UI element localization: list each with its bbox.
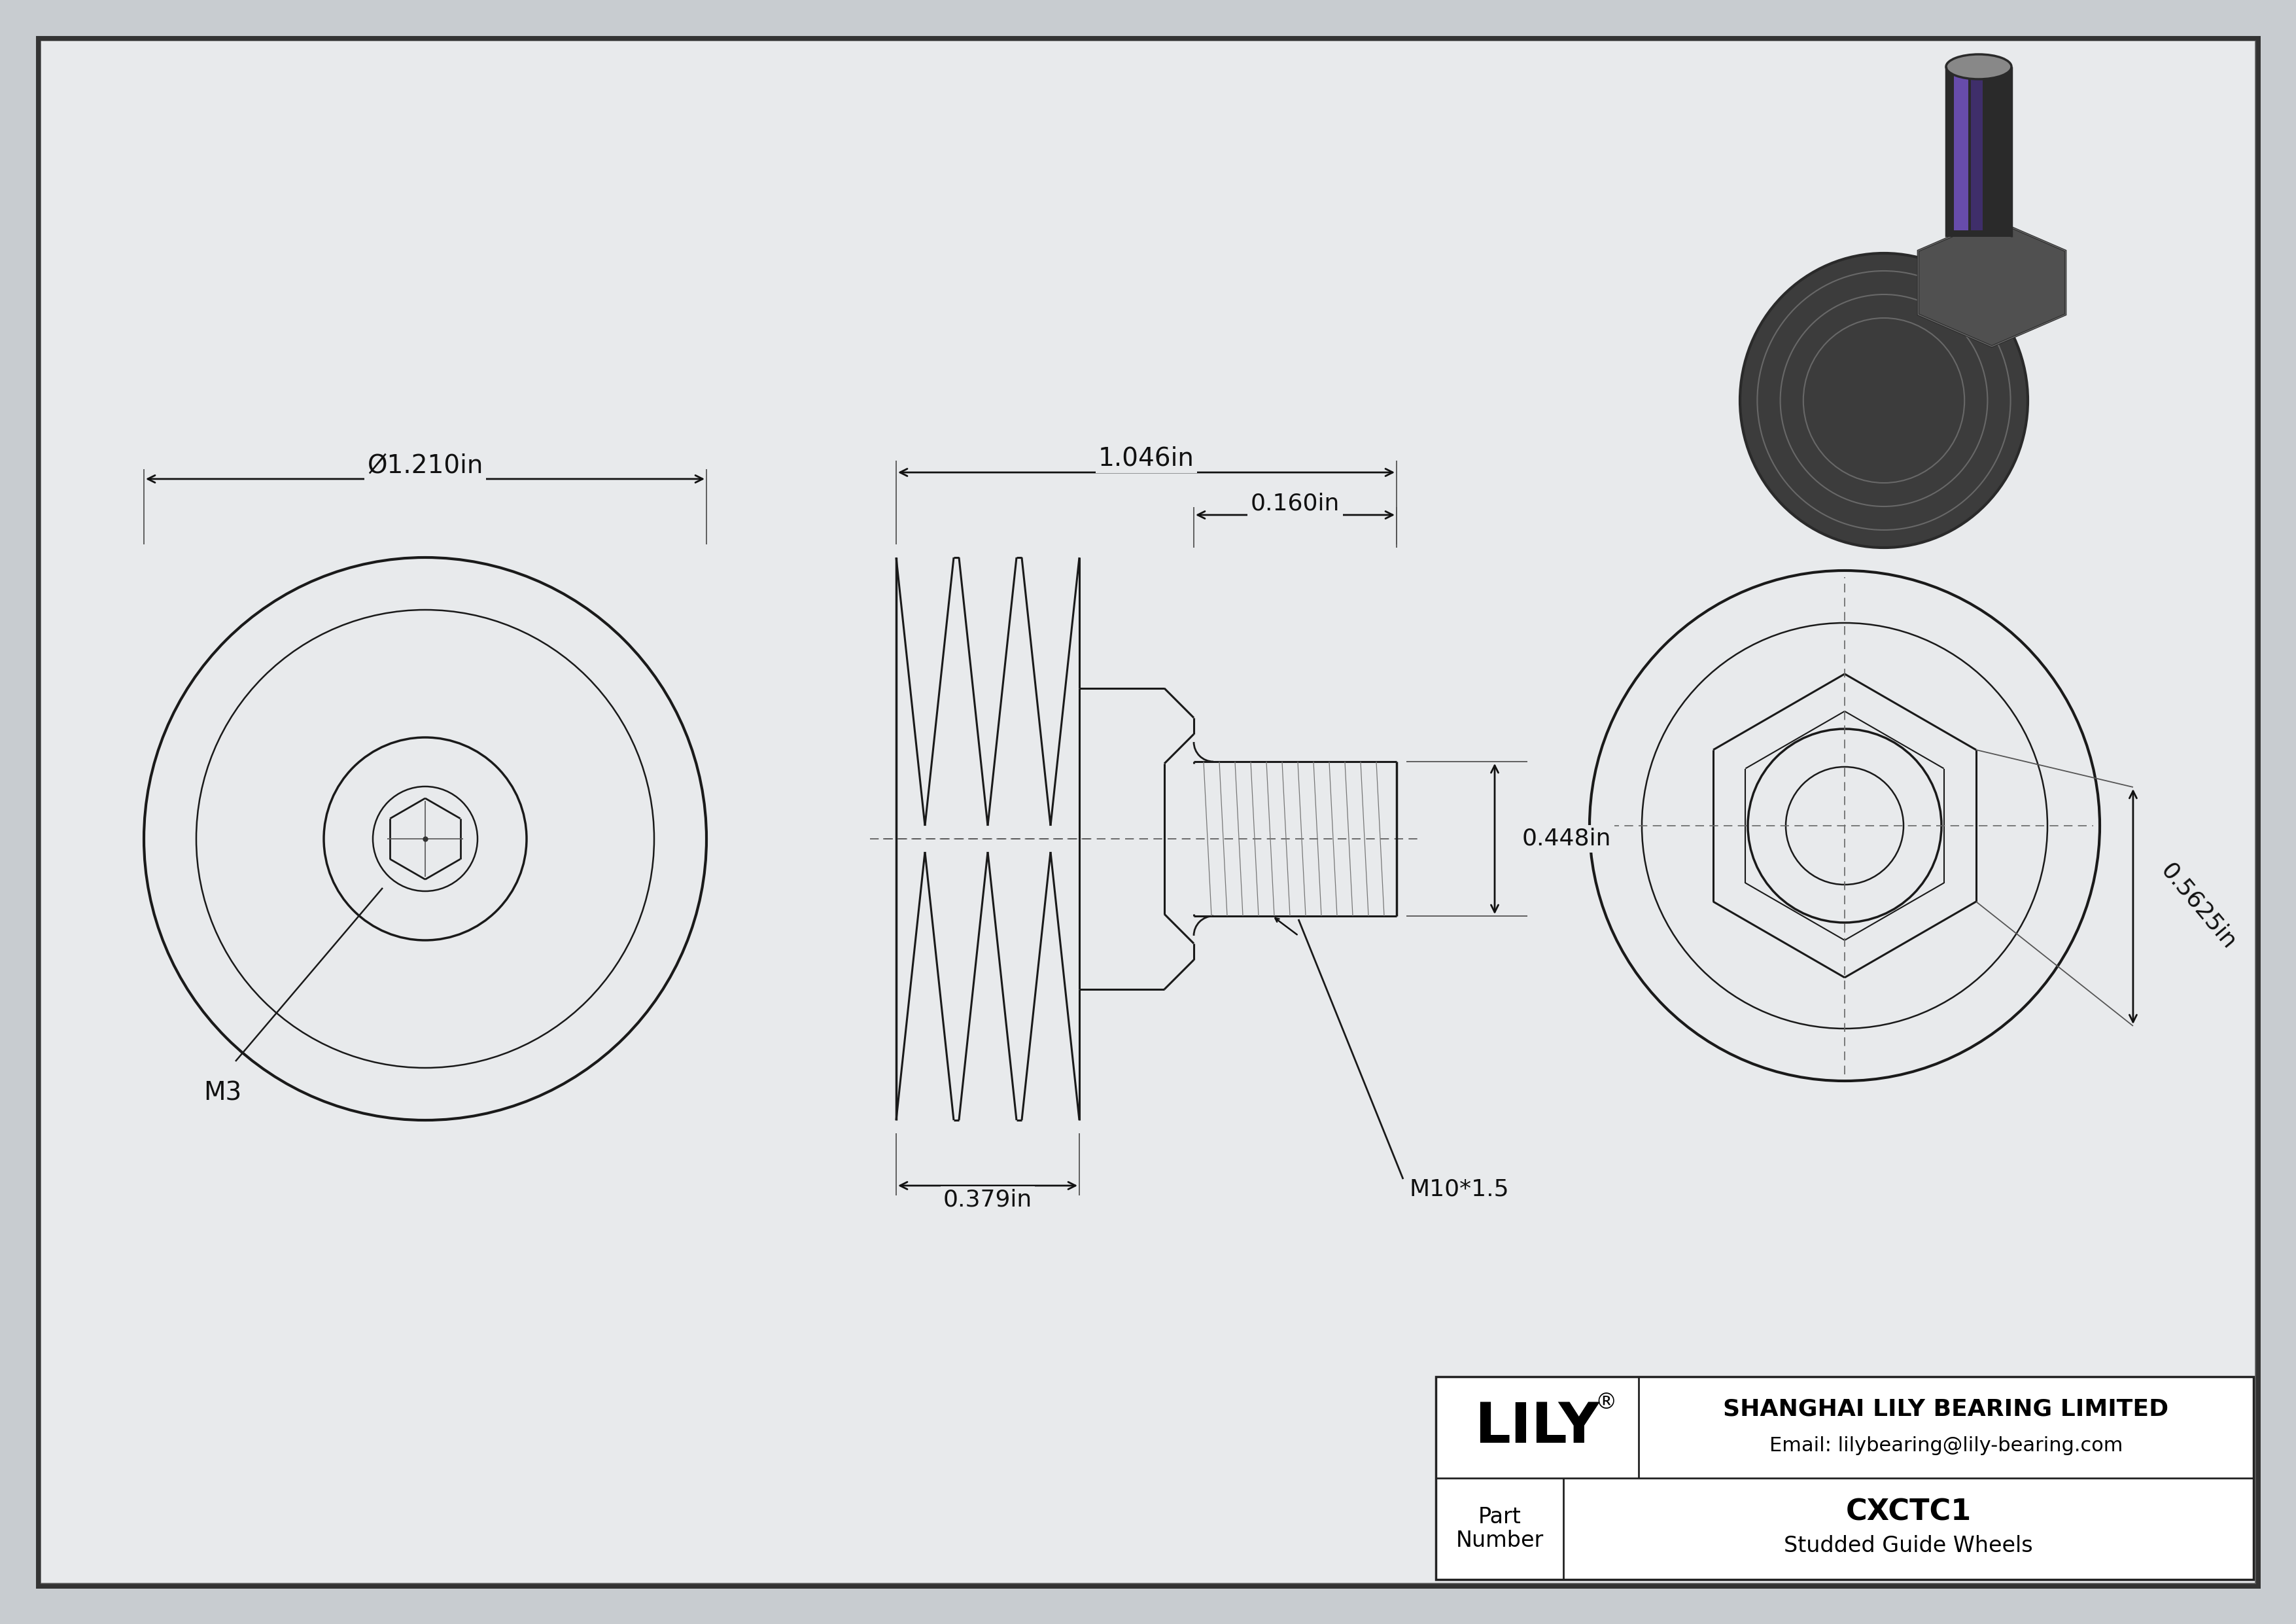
Text: 0.379in: 0.379in [944,1189,1033,1212]
Text: 1.046in: 1.046in [1097,445,1194,471]
Text: M3: M3 [204,1082,241,1106]
Text: Email: lilybearing@lily-bearing.com: Email: lilybearing@lily-bearing.com [1770,1436,2124,1455]
Text: 0.160in: 0.160in [1251,492,1341,515]
Ellipse shape [1740,253,2027,547]
Text: M10*1.5: M10*1.5 [1410,1177,1508,1200]
Bar [1954,73,1968,231]
Bar [1970,73,1984,231]
Polygon shape [1917,219,2066,346]
Text: Studded Guide Wheels: Studded Guide Wheels [1784,1535,2032,1557]
Ellipse shape [1947,54,2011,80]
Text: Number: Number [1456,1530,1543,1551]
Text: LILY: LILY [1474,1400,1600,1455]
Text: 0.448in: 0.448in [1522,828,1612,849]
Text: CXCTC1: CXCTC1 [1846,1497,1972,1527]
Bar [1947,67,2011,237]
Bar [1435,1377,2252,1580]
Text: 0.5625in: 0.5625in [2156,859,2241,953]
Text: SHANGHAI LILY BEARING LIMITED: SHANGHAI LILY BEARING LIMITED [1724,1398,2170,1419]
Text: ®: ® [1596,1392,1616,1413]
Text: Ø1.210in: Ø1.210in [367,453,482,479]
Text: Part: Part [1479,1505,1520,1528]
